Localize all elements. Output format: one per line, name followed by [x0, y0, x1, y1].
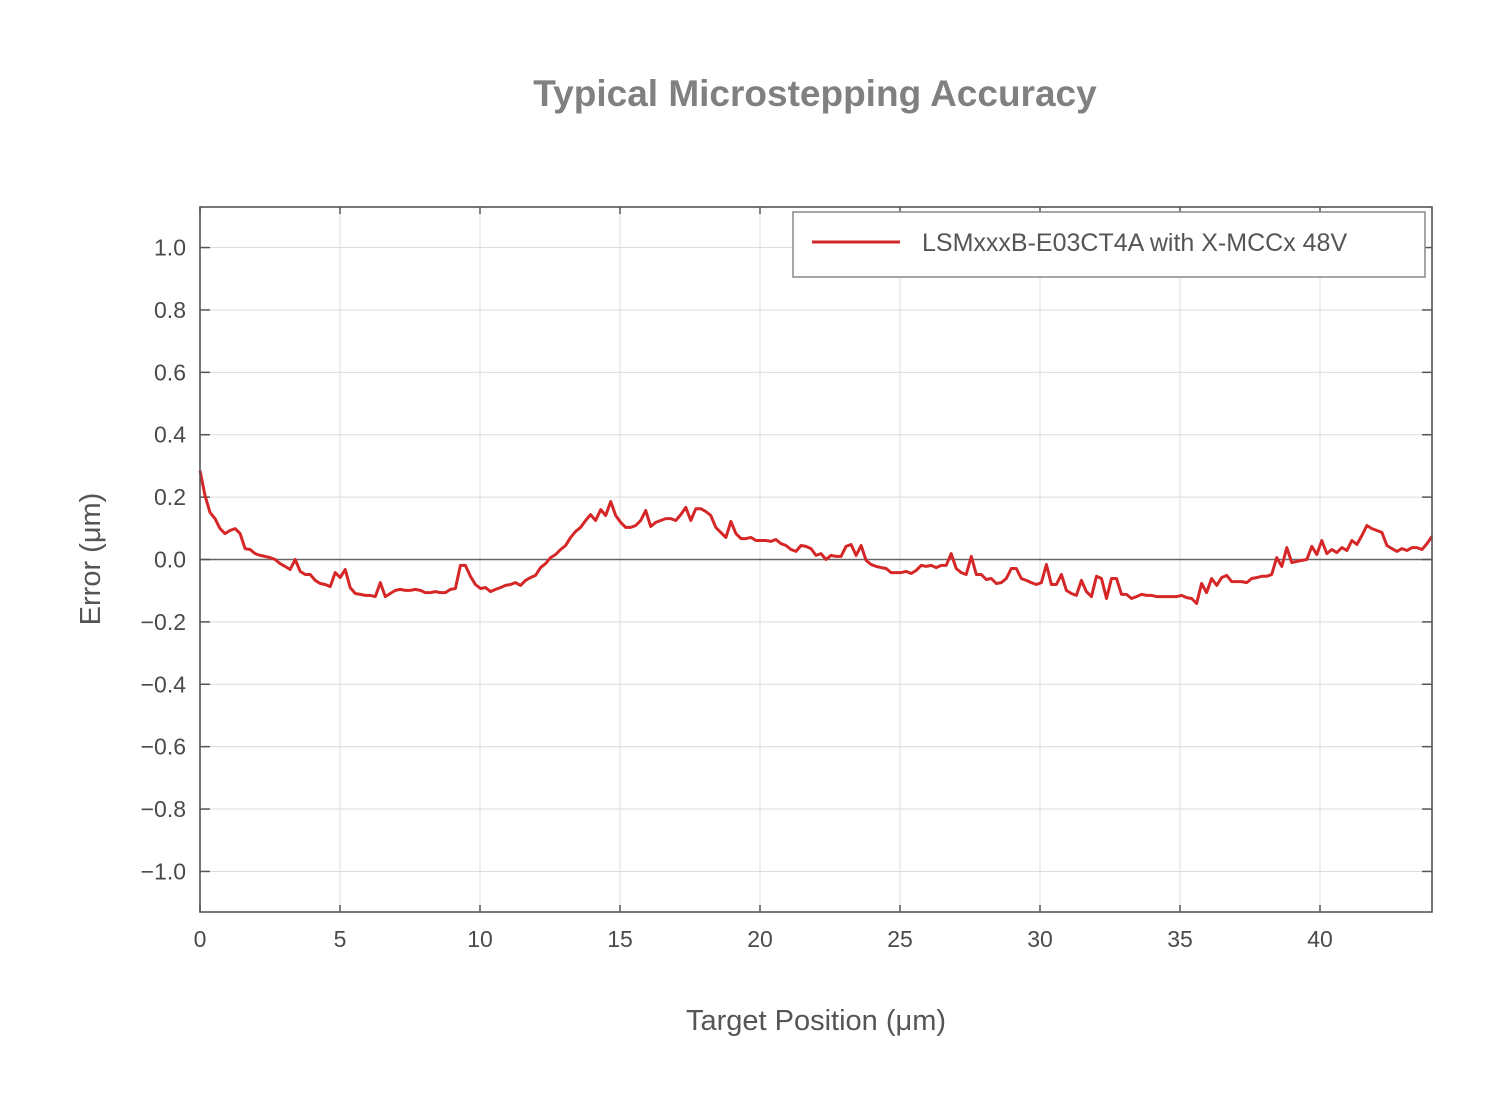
- series-line: [198, 470, 1434, 605]
- plot-frame: [199, 206, 1433, 913]
- y-tick-label: −0.6: [141, 734, 186, 760]
- x-tick-label: 15: [607, 926, 633, 952]
- y-tick-label: 0.4: [154, 422, 186, 448]
- x-tick-label: 0: [194, 926, 207, 952]
- y-tick-label: −0.4: [141, 671, 187, 697]
- legend: LSMxxxB-E03CT4A with X-MCCx 48V: [792, 211, 1426, 278]
- x-tick-label: 10: [467, 926, 493, 952]
- x-tick-label: 25: [887, 926, 913, 952]
- x-tick-label: 5: [334, 926, 347, 952]
- y-tick-label: 0.2: [154, 484, 186, 510]
- y-tick-label: 0.8: [154, 297, 186, 323]
- legend-label: LSMxxxB-E03CT4A with X-MCCx 48V: [922, 229, 1347, 257]
- series: [198, 470, 1434, 605]
- y-tick-label: −0.2: [141, 609, 186, 635]
- x-tick-label: 35: [1167, 926, 1193, 952]
- x-tick-label: 30: [1027, 926, 1053, 952]
- ticks: 0 5 10 15 20 25 30 35 40 1.0 0.8 0.6 0.4 0.2 0.0 −0.2 −0…: [141, 207, 1432, 952]
- x-tick-label: 40: [1307, 926, 1333, 952]
- legend-box: [792, 211, 1426, 278]
- y-axis-label: Error (μm): [75, 493, 107, 626]
- y-tick-label: 0.6: [154, 359, 186, 385]
- x-tick-label: 20: [747, 926, 773, 952]
- y-tick-label: 0.0: [154, 547, 186, 573]
- y-tick-label: −0.8: [141, 796, 186, 822]
- y-tick-label: 1.0: [154, 235, 186, 261]
- x-axis-label: Target Position (μm): [686, 1005, 946, 1037]
- y-tick-label: −1.0: [141, 858, 186, 884]
- grid: [200, 207, 1432, 912]
- chart-title: Typical Microstepping Accuracy: [533, 73, 1097, 114]
